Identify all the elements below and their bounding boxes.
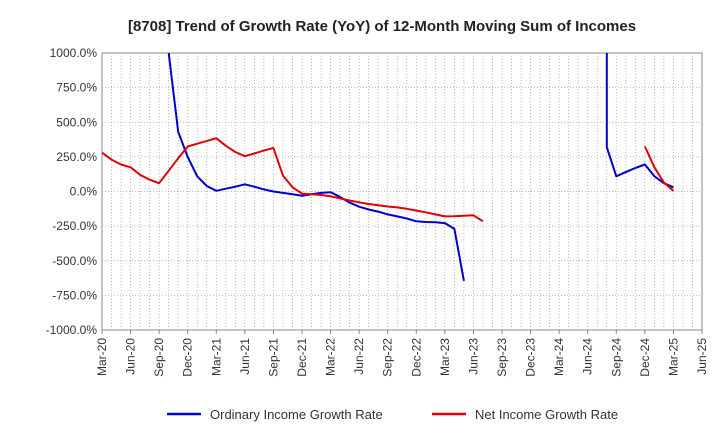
x-tick-label: Jun-24 (581, 338, 595, 375)
x-tick-label: Jun-22 (352, 338, 366, 375)
legend-label: Ordinary Income Growth Rate (210, 407, 383, 422)
x-tick-label: Dec-23 (524, 338, 538, 377)
x-tick-label: Dec-21 (295, 338, 309, 377)
series-line (605, 53, 674, 189)
x-tick-label: Jun-23 (466, 338, 480, 375)
x-tick-label: Sep-24 (609, 338, 623, 377)
x-tick-label: Mar-24 (552, 338, 566, 376)
y-tick-label: 500.0% (56, 115, 97, 129)
x-tick-label: Dec-22 (409, 338, 423, 377)
x-tick-label: Mar-20 (95, 338, 109, 376)
series-line (167, 53, 465, 281)
y-tick-label: -500.0% (52, 254, 97, 268)
x-tick-label: Mar-23 (438, 338, 452, 376)
x-tick-label: Sep-21 (266, 338, 280, 377)
y-tick-label: 250.0% (56, 150, 97, 164)
x-tick-label: Sep-23 (495, 338, 509, 377)
y-tick-label: 1000.0% (50, 46, 98, 60)
y-tick-label: 0.0% (70, 185, 98, 199)
series-lines (102, 53, 675, 281)
y-tick-label: -1000.0% (46, 323, 98, 337)
x-tick-label: Dec-20 (181, 338, 195, 377)
y-tick-label: -250.0% (52, 219, 97, 233)
x-tick-label: Jun-21 (238, 338, 252, 375)
x-tick-label: Dec-24 (638, 338, 652, 377)
x-tick-label: Mar-25 (666, 338, 680, 376)
grid (101, 52, 703, 331)
x-tick-label: Mar-22 (324, 338, 338, 376)
x-tick-label: Jun-20 (124, 338, 138, 375)
axes: 1000.0% 750.0% 500.0% 250.0% 0.0% -250.0% -500… (46, 46, 709, 377)
series-line (102, 137, 484, 223)
x-tick-label: Sep-22 (381, 338, 395, 377)
x-tick-label: Mar-21 (209, 338, 223, 376)
chart-title: [8708] Trend of Growth Rate (YoY) of 12-… (128, 18, 636, 35)
series-line (643, 146, 675, 192)
y-tick-label: -750.0% (52, 288, 97, 302)
legend: Ordinary Income Growth Rate Net Income Gr… (167, 407, 618, 422)
legend-label: Net Income Growth Rate (475, 407, 618, 422)
y-tick-label: 750.0% (56, 81, 97, 95)
x-tick-label: Jun-25 (695, 338, 709, 375)
x-tick-label: Sep-20 (152, 338, 166, 377)
